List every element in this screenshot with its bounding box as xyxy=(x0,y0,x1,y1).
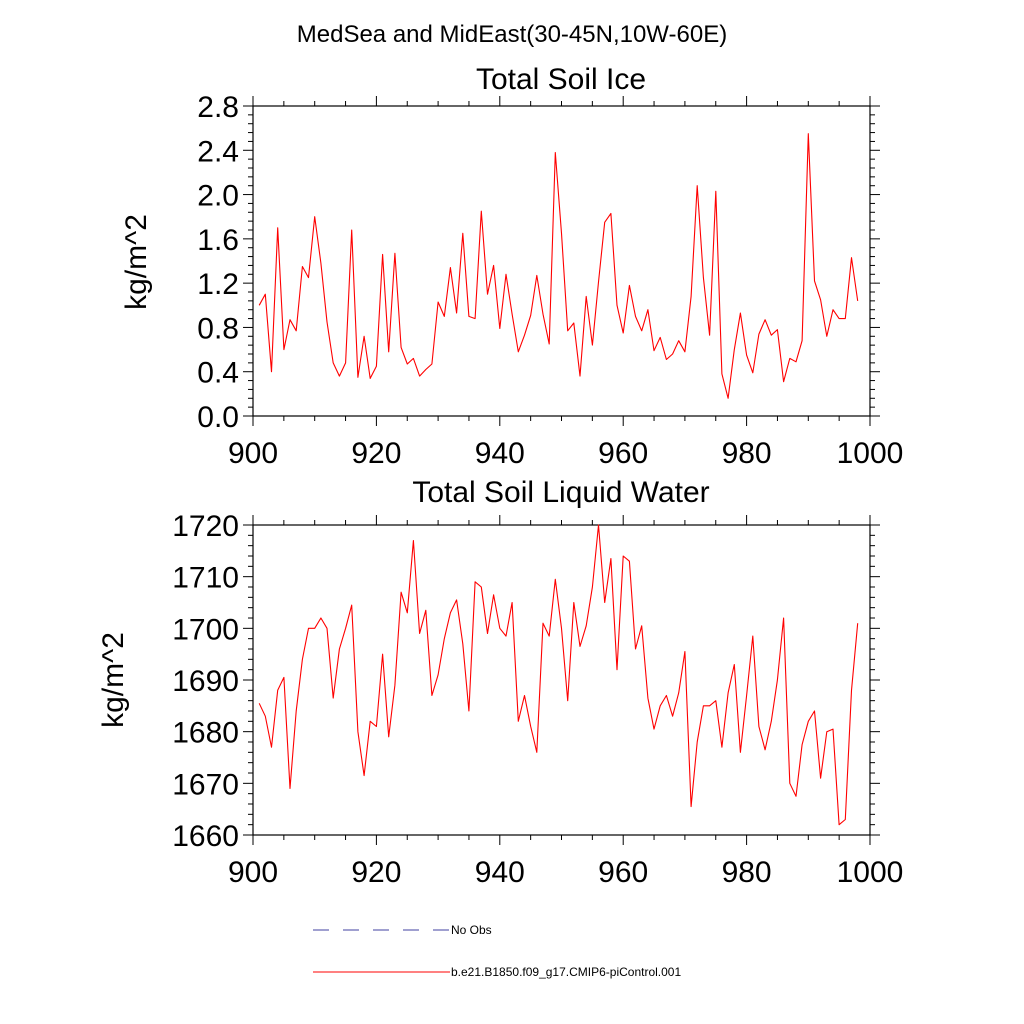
y-tick-label: 1700 xyxy=(172,613,239,646)
figure-suptitle: MedSea and MidEast(30-45N,10W-60E) xyxy=(297,21,727,48)
x-tick-label: 940 xyxy=(475,856,525,889)
panel-total-soil-liquid-water: Total Soil Liquid Water kg/m^2 900 920 940… xyxy=(97,476,903,889)
plot-frame xyxy=(252,105,871,417)
y-tick-label: 2.4 xyxy=(197,135,239,168)
x-tick-label: 1000 xyxy=(837,437,904,470)
y-tick-label: 1720 xyxy=(172,510,239,543)
panel-title: Total Soil Ice xyxy=(476,63,646,96)
y-tick-label: 0.8 xyxy=(197,312,239,345)
x-tick-labels: 900 920 940 960 980 1000 xyxy=(228,856,903,889)
x-tick-label: 940 xyxy=(475,437,525,470)
y-tick-label: 2.0 xyxy=(197,180,239,213)
legend-label-model: b.e21.B1850.f09_g17.CMIP6-piControl.001 xyxy=(451,965,681,979)
x-tick-label: 960 xyxy=(598,856,648,889)
legend: No Obs b.e21.B1850.f09_g17.CMIP6-piContr… xyxy=(313,923,681,979)
y-tick-label: 1660 xyxy=(172,820,239,853)
x-tick-label: 980 xyxy=(722,856,772,889)
panel-total-soil-ice: Total Soil Ice kg/m^2 900 920 940 960 980 100… xyxy=(120,63,903,470)
y-tick-label: 0.0 xyxy=(197,401,239,434)
y-tick-label: 1.6 xyxy=(197,224,239,257)
x-tick-label: 980 xyxy=(722,437,772,470)
y-tick-label: 1.2 xyxy=(197,268,239,301)
panel-title: Total Soil Liquid Water xyxy=(412,476,709,509)
y-tick-label: 1710 xyxy=(172,562,239,595)
legend-label-no-obs: No Obs xyxy=(451,923,492,937)
axis-ticks xyxy=(243,96,880,426)
y-tick-labels: 1660 1670 1680 1690 1700 1710 1720 xyxy=(172,510,239,853)
y-tick-labels: 0.0 0.4 0.8 1.2 1.6 2.0 2.4 2.8 xyxy=(197,91,239,434)
y-tick-label: 1680 xyxy=(172,717,239,750)
y-tick-label: 0.4 xyxy=(197,357,239,390)
x-tick-label: 1000 xyxy=(837,856,904,889)
x-tick-labels: 900 920 940 960 980 1000 xyxy=(228,437,903,470)
y-tick-label: 2.8 xyxy=(197,91,239,124)
x-tick-label: 900 xyxy=(228,437,278,470)
series-line xyxy=(258,133,859,399)
x-tick-label: 920 xyxy=(351,437,401,470)
x-tick-label: 960 xyxy=(598,437,648,470)
series-line xyxy=(258,524,859,826)
x-tick-label: 900 xyxy=(228,856,278,889)
axis-ticks xyxy=(243,515,880,845)
y-tick-label: 1690 xyxy=(172,665,239,698)
y-axis-label: kg/m^2 xyxy=(97,632,130,728)
y-axis-label: kg/m^2 xyxy=(120,214,153,310)
x-tick-label: 920 xyxy=(351,856,401,889)
y-tick-label: 1670 xyxy=(172,768,239,801)
